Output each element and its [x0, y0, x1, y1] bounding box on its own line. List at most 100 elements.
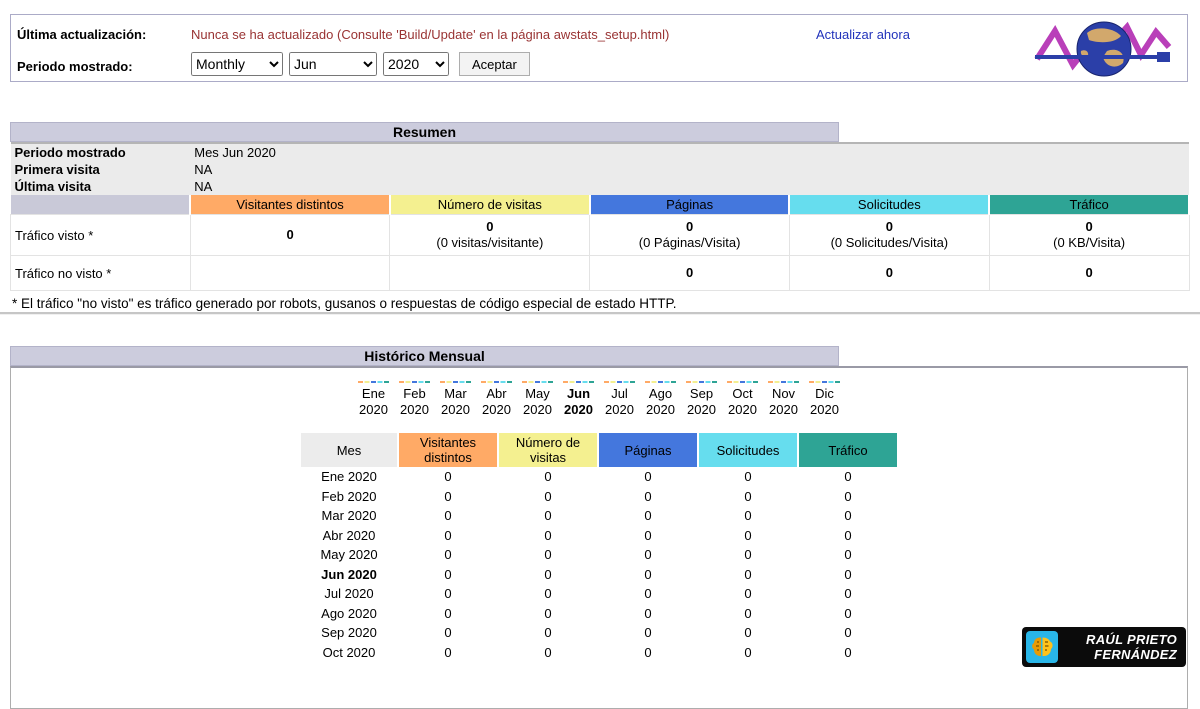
zero-bars-mark — [686, 381, 717, 383]
monthly-history-title: Histórico Mensual — [10, 346, 839, 366]
chart-month-column: Nov 2020 — [763, 381, 804, 417]
chart-month-column: Mar 2020 — [435, 381, 476, 417]
value-cell: 0 — [744, 566, 752, 582]
value-cell: 0 — [844, 469, 852, 485]
value-cell: 0 — [744, 586, 752, 602]
value-cell: 0 — [644, 508, 652, 524]
value-cell: 0 — [744, 488, 752, 504]
value-cell: 0 — [544, 469, 552, 485]
badge-line1: RAÚL PRIETO — [1086, 632, 1177, 647]
summary-header-row: Visitantes distintos Número de visitas P… — [10, 195, 1190, 215]
value-cell: 0 — [744, 605, 752, 621]
monthly-table: Mes Visitantes distintos Número de visit… — [299, 433, 899, 662]
value-cell: 0 — [844, 527, 852, 543]
chart-month-column: Ene 2020 — [353, 381, 394, 417]
chart-month-column: Oct 2020 — [722, 381, 763, 417]
table-row: Ene 2020 0 0 0 0 0 — [301, 467, 897, 487]
value-cell: 0 — [544, 605, 552, 621]
value-cell: 0 — [544, 488, 552, 504]
value-cell: 0 — [644, 605, 652, 621]
value-cell: 0 — [644, 527, 652, 543]
value-cell: 0 — [589, 255, 790, 291]
header-visitors: Visitantes distintos — [399, 433, 497, 467]
value-cell: 0 — [544, 586, 552, 602]
period-controls: Monthly Jun 2020 Aceptar — [191, 52, 530, 76]
header-visits: Número de visitas — [499, 433, 597, 467]
col-header-visits: Número de visitas — [388, 195, 591, 215]
month-cell: Sep 2020 — [321, 625, 377, 641]
month-select[interactable]: Jun — [289, 52, 377, 76]
col-header-visitors: Visitantes distintos — [189, 195, 391, 215]
zero-bars-mark — [358, 381, 389, 383]
value-cell: 0 — [744, 644, 752, 660]
month-cell: Ago 2020 — [321, 605, 377, 621]
value-cell: 0 — [644, 625, 652, 641]
value-cell: 0 — [844, 508, 852, 524]
value-cell: 0 — [544, 527, 552, 543]
author-badge: RAÚL PRIETO FERNÁNDEZ — [1022, 627, 1186, 667]
zero-bars-mark — [440, 381, 471, 383]
month-cell: May 2020 — [320, 547, 378, 563]
info-label: Periodo mostrado — [10, 143, 191, 161]
zero-bars-mark — [604, 381, 635, 383]
chart-months-row: Ene 2020 Feb 2020 Mar 2020 Abr 2020 May 2020 … — [11, 381, 1187, 417]
header-pages: Páginas — [599, 433, 697, 467]
value-cell: 0 — [444, 586, 452, 602]
value-cell: 0 — [444, 625, 452, 641]
zero-bars-mark — [768, 381, 799, 383]
value-cell: 0 — [844, 625, 852, 641]
value-cell: 0 — [544, 566, 552, 582]
month-cell: Oct 2020 — [322, 644, 376, 660]
value-cell: 0 — [644, 586, 652, 602]
value-cell: 0 — [744, 469, 752, 485]
value-cell: 0 — [544, 508, 552, 524]
info-value: Mes Jun 2020 — [190, 143, 1189, 161]
table-row-current: Jun 2020 0 0 0 0 0 — [301, 565, 897, 585]
month-cell: Jun 2020 — [321, 566, 377, 582]
month-cell: Abr 2020 — [322, 527, 376, 543]
value-cell: 0 — [444, 527, 452, 543]
value-cell: 0 — [744, 527, 752, 543]
summary-info-row: Primera visita NA — [10, 161, 1189, 178]
badge-text: RAÚL PRIETO FERNÁNDEZ — [1058, 632, 1186, 662]
value-cell: 0 (0 KB/Visita) — [988, 214, 1190, 256]
accept-button[interactable]: Aceptar — [459, 52, 530, 76]
value-cell: 0 — [444, 488, 452, 504]
badge-line2: FERNÁNDEZ — [1094, 647, 1177, 662]
table-row: May 2020 0 0 0 0 0 — [301, 545, 897, 565]
value-cell: 0 — [444, 644, 452, 660]
month-cell: Jul 2020 — [324, 586, 374, 602]
summary-info-row: Última visita NA — [10, 178, 1189, 195]
year-select[interactable]: 2020 — [383, 52, 449, 76]
value-cell: 0 — [644, 488, 652, 504]
info-label: Primera visita — [10, 161, 191, 178]
table-row: Sep 2020 0 0 0 0 0 — [301, 623, 897, 643]
value-cell: 0 — [988, 255, 1190, 291]
value-cell: 0 — [744, 625, 752, 641]
table-row: Feb 2020 0 0 0 0 0 — [301, 487, 897, 507]
value-cell: 0 — [444, 566, 452, 582]
zero-bars-mark — [563, 381, 594, 383]
period-type-select[interactable]: Monthly — [191, 52, 283, 76]
zero-bars-mark — [399, 381, 430, 383]
traffic-viewed-row: Tráfico visto * 0 0 (0 visitas/visitante)… — [10, 214, 1190, 256]
value-cell: 0 (0 Solicitudes/Visita) — [788, 214, 990, 256]
value-cell: 0 (0 Páginas/Visita) — [589, 214, 790, 256]
value-cell — [389, 255, 591, 291]
value-cell: 0 — [189, 214, 391, 256]
value-cell: 0 — [444, 469, 452, 485]
header-hits: Solicitudes — [699, 433, 797, 467]
update-now-link[interactable]: Actualizar ahora — [816, 27, 910, 42]
value-cell: 0 — [844, 605, 852, 621]
month-cell: Mar 2020 — [321, 508, 377, 524]
zero-bars-mark — [645, 381, 676, 383]
value-cell: 0 (0 visitas/visitante) — [389, 214, 591, 256]
summary-table: Periodo mostrado Mes Jun 2020 Primera vi… — [10, 142, 1190, 291]
value-cell: 0 — [544, 547, 552, 563]
table-row: Oct 2020 0 0 0 0 0 — [301, 643, 897, 663]
chart-month-column-current: Jun 2020 — [558, 381, 599, 417]
section-divider — [0, 312, 1200, 315]
period-shown-label: Periodo mostrado: — [17, 59, 133, 74]
value-cell: 0 — [844, 644, 852, 660]
monthly-table-header-row: Mes Visitantes distintos Número de visit… — [301, 433, 897, 467]
